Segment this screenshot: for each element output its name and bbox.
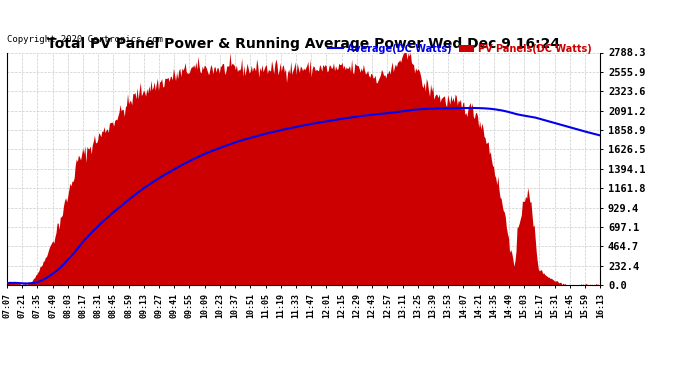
Title: Total PV Panel Power & Running Average Power Wed Dec 9 16:24: Total PV Panel Power & Running Average P…: [47, 38, 560, 51]
Legend: Average(DC Watts), PV Panels(DC Watts): Average(DC Watts), PV Panels(DC Watts): [324, 40, 595, 58]
Text: Copyright 2020 Cartronics.com: Copyright 2020 Cartronics.com: [7, 35, 163, 44]
